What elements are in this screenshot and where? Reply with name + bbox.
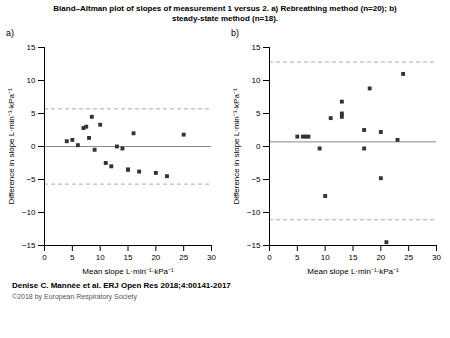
svg-text:Mean slope L·min⁻¹·kPa⁻¹: Mean slope L·min⁻¹·kPa⁻¹ [307, 267, 399, 276]
svg-text:Difference in slope L·min⁻¹·kP: Difference in slope L·min⁻¹·kPa⁻¹ [232, 88, 241, 204]
svg-text:−5: −5 [26, 175, 36, 184]
svg-text:10: 10 [96, 253, 105, 262]
svg-text:5: 5 [256, 109, 261, 118]
svg-text:Mean slope L·min⁻¹·kPa⁻¹: Mean slope L·min⁻¹·kPa⁻¹ [82, 267, 174, 276]
svg-text:15: 15 [349, 253, 358, 262]
svg-text:5: 5 [295, 253, 300, 262]
svg-text:Difference in slope L·min⁻¹·kP: Difference in slope L·min⁻¹·kPa⁻¹ [7, 88, 16, 204]
svg-text:10: 10 [252, 76, 261, 85]
svg-text:30: 30 [432, 253, 441, 262]
svg-text:0: 0 [267, 253, 272, 262]
svg-text:15: 15 [124, 253, 133, 262]
html-text:©2018 by European Respiratory: ©2018 by European Respiratory Society [12, 293, 137, 300]
svg-text:0: 0 [42, 253, 47, 262]
svg-text:30: 30 [207, 253, 216, 262]
svg-text:25: 25 [404, 253, 413, 262]
html-text:b): b) [231, 28, 239, 38]
svg-text:25: 25 [179, 253, 188, 262]
svg-text:−10: −10 [22, 208, 36, 217]
svg-text:−5: −5 [251, 175, 261, 184]
svg-text:5: 5 [31, 109, 36, 118]
svg-text:20: 20 [151, 253, 160, 262]
svg-text:20: 20 [376, 253, 385, 262]
svg-text:10: 10 [27, 76, 36, 85]
html-text:Bland–Altman plot of slopes of: Bland–Altman plot of slopes of measureme… [53, 4, 397, 23]
html-text:a): a) [6, 28, 14, 38]
svg-text:15: 15 [252, 43, 261, 52]
svg-text:15: 15 [27, 43, 36, 52]
svg-text:−10: −10 [247, 208, 261, 217]
html-text:Denise C. Mannée et al. ERJ Op: Denise C. Mannée et al. ERJ Open Res 201… [12, 281, 231, 290]
svg-text:5: 5 [70, 253, 75, 262]
svg-text:0: 0 [31, 142, 36, 151]
svg-text:−15: −15 [22, 241, 36, 250]
svg-text:10: 10 [321, 253, 330, 262]
svg-text:0: 0 [256, 142, 261, 151]
svg-text:−15: −15 [247, 241, 261, 250]
